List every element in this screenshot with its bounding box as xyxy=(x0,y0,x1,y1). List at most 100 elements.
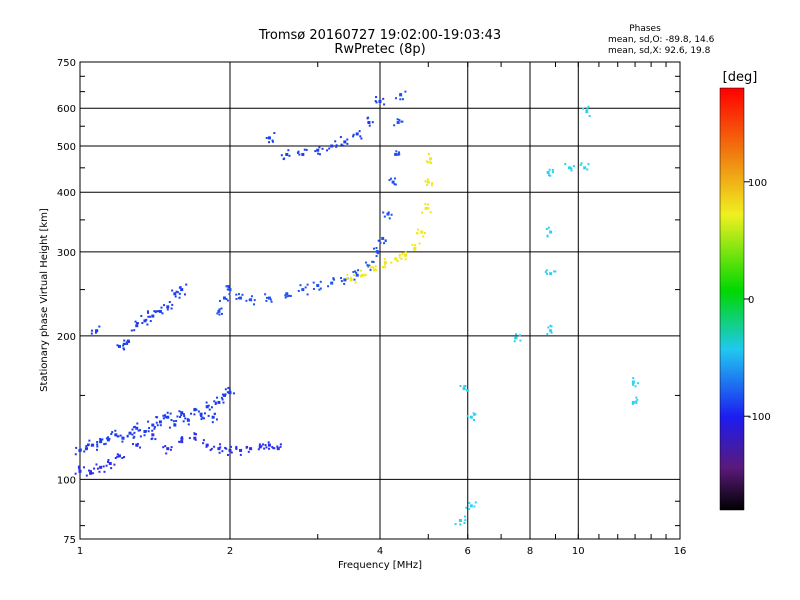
data-point-echo xyxy=(136,422,139,425)
data-point-echo xyxy=(151,429,154,432)
data-point-echo xyxy=(156,424,159,427)
data-point-echo xyxy=(227,286,230,289)
data-point-echo xyxy=(100,438,103,441)
data-point-echo xyxy=(197,410,200,413)
data-point-echo xyxy=(463,385,466,388)
data-point-echo xyxy=(162,417,165,420)
data-point-echo xyxy=(344,279,347,282)
stats-x-line: mean, sd,X: 92.6, 19.8 xyxy=(608,46,711,56)
data-point-echo xyxy=(168,426,171,429)
data-point-echo xyxy=(85,474,88,477)
data-point-echo xyxy=(227,386,230,389)
data-point-echo xyxy=(190,412,193,415)
data-point-echo xyxy=(549,174,552,177)
data-point xyxy=(114,433,118,437)
data-point-echo xyxy=(187,423,190,426)
data-point-echo xyxy=(473,505,476,508)
data-point-echo xyxy=(551,168,554,171)
data-point-echo xyxy=(388,179,391,182)
data-point-echo xyxy=(90,329,93,332)
data-point-echo xyxy=(202,439,205,442)
data-point-echo xyxy=(346,274,349,277)
data-point-echo xyxy=(178,440,181,443)
data-point-echo xyxy=(515,333,518,336)
data-point-echo xyxy=(339,136,342,139)
data-point xyxy=(276,447,280,451)
data-point-echo xyxy=(171,303,174,306)
data-point xyxy=(301,152,305,156)
data-point-echo xyxy=(104,442,107,445)
data-point-echo xyxy=(86,447,89,450)
data-point-echo xyxy=(280,154,283,157)
y-axis-label: Stationary phase Virtual Height [km] xyxy=(39,208,50,392)
data-point xyxy=(428,157,432,161)
data-point-echo xyxy=(474,501,477,504)
data-point-echo xyxy=(146,323,149,326)
data-point-echo xyxy=(200,418,203,421)
data-point xyxy=(631,400,635,404)
data-point-echo xyxy=(427,152,430,155)
data-point-echo xyxy=(221,398,224,401)
data-point-echo xyxy=(166,411,169,414)
data-point-echo xyxy=(228,389,231,392)
x-tick-label: 10 xyxy=(572,546,585,557)
data-point-echo xyxy=(133,329,136,332)
data-point-echo xyxy=(390,177,393,180)
data-point-echo xyxy=(397,152,400,155)
data-point xyxy=(546,170,550,174)
data-point-echo xyxy=(136,442,139,445)
series-e-layer-trace xyxy=(74,386,235,456)
data-point-echo xyxy=(305,148,308,151)
data-point-echo xyxy=(343,282,346,285)
data-point-echo xyxy=(206,405,209,408)
data-point xyxy=(549,272,553,276)
data-point-echo xyxy=(175,290,178,293)
data-point-echo xyxy=(284,294,287,297)
data-point xyxy=(166,415,170,419)
data-point-echo xyxy=(364,274,367,277)
data-point-echo xyxy=(194,407,197,410)
data-point xyxy=(381,236,385,240)
data-point-echo xyxy=(269,298,272,301)
data-point-echo xyxy=(340,280,343,283)
data-point-echo xyxy=(122,347,125,350)
data-point-echo xyxy=(95,330,98,333)
data-point-echo xyxy=(357,269,360,272)
data-point-echo xyxy=(394,177,397,180)
data-point-echo xyxy=(121,436,124,439)
data-point-echo xyxy=(163,304,166,307)
colorbar-tick-label: 0 xyxy=(748,295,754,306)
data-point-echo xyxy=(370,266,373,269)
data-point-echo xyxy=(299,284,302,287)
data-point-echo xyxy=(239,453,242,456)
data-point-echo xyxy=(465,506,468,509)
data-point-echo xyxy=(564,162,567,165)
data-point-echo xyxy=(173,423,176,426)
data-point-echo xyxy=(247,450,250,453)
data-point-echo xyxy=(426,178,429,181)
data-point-echo xyxy=(121,440,124,443)
data-point-echo xyxy=(634,385,637,388)
data-point-echo xyxy=(472,412,475,415)
data-point xyxy=(166,305,170,309)
data-point-echo xyxy=(287,149,290,152)
data-point-echo xyxy=(248,298,251,301)
x-tick-label: 4 xyxy=(377,546,383,557)
data-point-echo xyxy=(454,523,457,526)
data-point-echo xyxy=(218,313,221,316)
data-point-echo xyxy=(235,297,238,300)
data-point-echo xyxy=(232,392,235,395)
data-point-echo xyxy=(545,269,548,272)
data-point-echo xyxy=(314,150,317,153)
data-point-echo xyxy=(253,299,256,302)
y-tick-label: 400 xyxy=(57,188,76,199)
data-point-echo xyxy=(229,445,232,448)
data-point-echo xyxy=(415,232,418,235)
data-point-echo xyxy=(368,124,371,127)
data-point-echo xyxy=(201,416,204,419)
data-point-echo xyxy=(133,431,136,434)
data-point-echo xyxy=(188,437,191,440)
y-tick-label: 75 xyxy=(63,535,76,546)
data-point-echo xyxy=(207,404,210,407)
